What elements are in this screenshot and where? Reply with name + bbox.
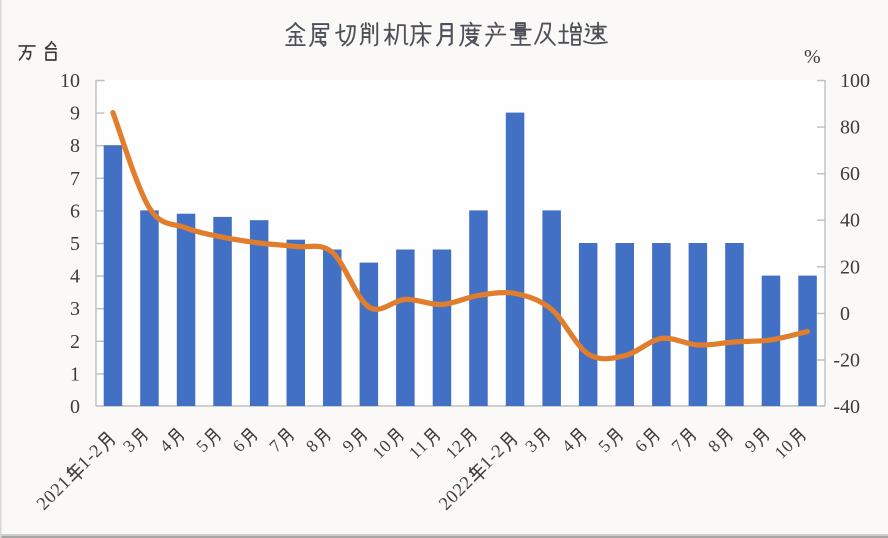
svg-text:3: 3	[70, 298, 80, 320]
svg-text:1: 1	[70, 363, 80, 385]
svg-text:7: 7	[70, 168, 80, 190]
svg-text:0: 0	[840, 303, 850, 325]
svg-text:9: 9	[70, 103, 80, 125]
svg-text:8: 8	[70, 135, 80, 157]
svg-text:10: 10	[60, 70, 80, 92]
svg-text:5: 5	[70, 233, 80, 255]
svg-text:-20: -20	[833, 350, 860, 372]
svg-text:%: %	[804, 46, 821, 68]
svg-text:0: 0	[70, 396, 80, 418]
svg-text:100: 100	[840, 70, 870, 92]
svg-text:60: 60	[840, 163, 860, 185]
svg-text:-40: -40	[833, 396, 860, 418]
svg-text:2: 2	[70, 331, 80, 353]
svg-text:6: 6	[70, 200, 80, 222]
svg-text:40: 40	[840, 210, 860, 232]
svg-text:80: 80	[840, 117, 860, 139]
svg-text:4: 4	[70, 266, 80, 288]
svg-text:20: 20	[840, 256, 860, 278]
